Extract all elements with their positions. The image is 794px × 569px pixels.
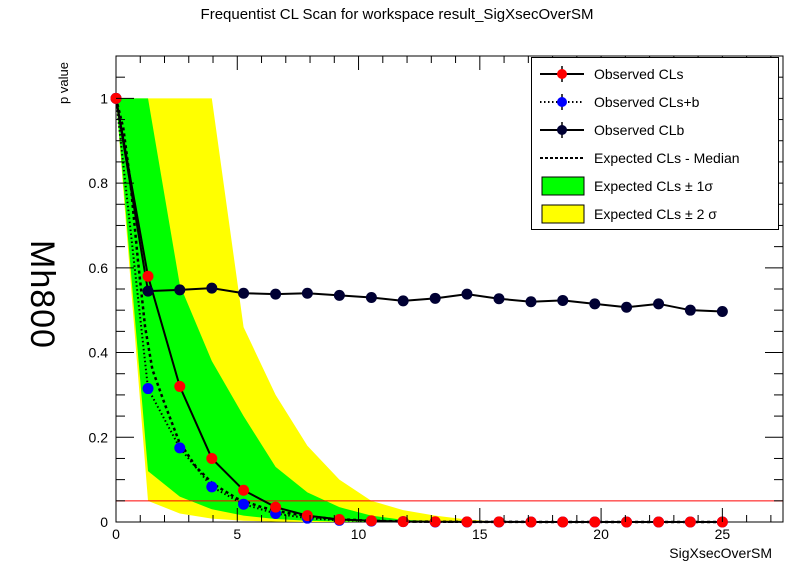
legend-label: Observed CLb xyxy=(594,122,685,138)
legend-item-observed-cls: Observed CLs xyxy=(532,60,778,88)
legend-symbol-observed-cls xyxy=(540,66,584,82)
point-observed-clb-9 xyxy=(397,295,409,307)
point-observed-cls-17 xyxy=(653,516,665,528)
legend: Observed CLs Observed CLs+b Observed CLb… xyxy=(531,57,779,230)
point-observed-clb-11 xyxy=(461,288,473,300)
point-observed-cls-3 xyxy=(206,452,218,464)
point-observed-cls-16 xyxy=(621,516,633,528)
legend-symbol-expected-median xyxy=(540,157,584,159)
point-observed-cls-b-3 xyxy=(206,481,218,493)
legend-label: Observed CLs xyxy=(594,66,684,82)
legend-label: Observed CLs+b xyxy=(594,94,700,110)
point-observed-clb-6 xyxy=(301,287,313,299)
point-observed-clb-4 xyxy=(238,287,250,299)
point-observed-cls-2 xyxy=(174,380,186,392)
legend-item-observed-clb: Observed CLb xyxy=(532,116,778,144)
point-observed-cls-b-2 xyxy=(174,442,186,454)
point-observed-cls-13 xyxy=(525,516,537,528)
point-observed-clb-19 xyxy=(716,305,728,317)
legend-symbol-observed-clb xyxy=(540,122,584,138)
point-observed-clb-13 xyxy=(525,296,537,308)
point-observed-cls-12 xyxy=(493,516,505,528)
legend-symbol-band-2sigma xyxy=(541,204,585,224)
mass-label: Mh800 xyxy=(23,240,61,349)
point-observed-cls-9 xyxy=(397,516,409,528)
legend-label: Expected CLs ± 2 σ xyxy=(594,206,717,222)
x-tick-label: 10 xyxy=(351,526,367,542)
point-observed-cls-b-4 xyxy=(238,498,250,510)
point-observed-clb-15 xyxy=(589,298,601,310)
point-observed-clb-16 xyxy=(621,301,633,313)
x-tick-label: 0 xyxy=(112,526,120,542)
point-observed-cls-8 xyxy=(365,515,377,527)
legend-item-observed-clsb: Observed CLs+b xyxy=(532,88,778,116)
point-observed-clb-12 xyxy=(493,293,505,305)
band-1sigma xyxy=(116,98,467,522)
y-axis-label: p value xyxy=(56,62,71,104)
chart-title: Frequentist CL Scan for workspace result… xyxy=(200,6,594,23)
y-tick-label: 0.4 xyxy=(89,345,109,361)
point-observed-clb-10 xyxy=(429,292,441,304)
point-observed-clb-14 xyxy=(557,294,569,306)
point-observed-clb-7 xyxy=(333,289,345,301)
legend-symbol-observed-clsb xyxy=(540,94,584,110)
point-observed-cls-7 xyxy=(333,513,345,525)
point-observed-clb-3 xyxy=(206,282,218,294)
axes: 0 5 10 15 20 25 0 0.2 0.4 0.6 0.8 1 xyxy=(89,55,783,542)
x-axis-label: SigXsecOverSM xyxy=(669,545,772,561)
legend-item-band-1sigma: Expected CLs ± 1σ xyxy=(532,172,778,200)
x-tick-label: 5 xyxy=(233,526,241,542)
point-observed-cls-6 xyxy=(301,510,313,522)
point-observed-cls-10 xyxy=(429,516,441,528)
point-observed-cls-5 xyxy=(270,501,282,513)
y-tick-label: 1 xyxy=(100,90,108,106)
legend-item-band-2sigma: Expected CLs ± 2 σ xyxy=(532,200,778,228)
legend-label: Expected CLs - Median xyxy=(594,150,740,166)
y-tick-label: 0.8 xyxy=(89,175,109,191)
point-observed-clb-2 xyxy=(174,284,186,296)
point-observed-clb-5 xyxy=(270,288,282,300)
y-tick-label: 0 xyxy=(100,514,108,530)
point-observed-cls-1 xyxy=(142,270,154,282)
point-observed-clb-18 xyxy=(684,304,696,316)
x-tick-label: 15 xyxy=(472,526,488,542)
point-observed-cls-15 xyxy=(589,516,601,528)
point-observed-cls-11 xyxy=(461,516,473,528)
legend-label: Expected CLs ± 1σ xyxy=(594,178,714,194)
point-observed-cls-18 xyxy=(684,516,696,528)
legend-item-expected-median: Expected CLs - Median xyxy=(532,144,778,172)
legend-symbol-band-1sigma xyxy=(541,176,585,196)
bands xyxy=(116,98,499,522)
x-tick-label: 20 xyxy=(593,526,609,542)
point-observed-clb-8 xyxy=(365,291,377,303)
point-observed-clb-17 xyxy=(653,298,665,310)
x-tick-label: 25 xyxy=(715,526,731,542)
y-tick-label: 0.2 xyxy=(89,429,109,445)
point-observed-cls-4 xyxy=(238,484,250,496)
point-observed-cls-b-1 xyxy=(142,383,154,395)
point-observed-clb-1 xyxy=(142,285,154,297)
point-observed-cls-14 xyxy=(557,516,569,528)
y-tick-label: 0.6 xyxy=(89,260,109,276)
